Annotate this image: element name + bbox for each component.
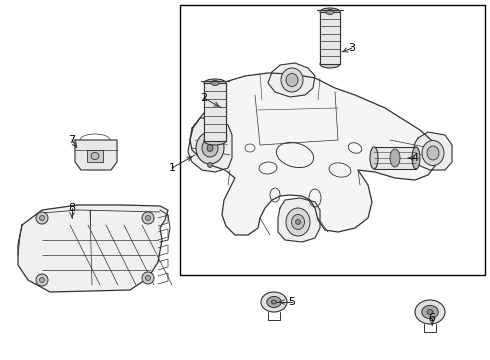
Ellipse shape — [427, 310, 433, 314]
Ellipse shape — [261, 292, 287, 312]
Ellipse shape — [295, 220, 300, 225]
Ellipse shape — [286, 208, 310, 236]
Ellipse shape — [271, 300, 276, 304]
Bar — [204, 83, 226, 141]
Ellipse shape — [390, 149, 400, 167]
Ellipse shape — [142, 212, 154, 224]
Ellipse shape — [40, 216, 45, 220]
Polygon shape — [278, 198, 320, 242]
Ellipse shape — [91, 153, 99, 159]
Ellipse shape — [422, 305, 438, 319]
Polygon shape — [188, 118, 232, 172]
Text: 7: 7 — [69, 135, 75, 145]
Polygon shape — [190, 73, 440, 235]
Text: 4: 4 — [412, 153, 418, 163]
Polygon shape — [268, 63, 315, 97]
Ellipse shape — [207, 144, 213, 152]
Ellipse shape — [146, 275, 150, 280]
Text: 3: 3 — [348, 43, 356, 53]
Bar — [374, 147, 416, 169]
Bar — [320, 12, 340, 64]
Ellipse shape — [427, 146, 439, 160]
Ellipse shape — [202, 139, 218, 157]
Bar — [180, 5, 485, 275]
Ellipse shape — [142, 272, 154, 284]
Ellipse shape — [320, 8, 340, 16]
Polygon shape — [75, 140, 117, 170]
Ellipse shape — [211, 81, 219, 85]
Polygon shape — [412, 132, 452, 170]
Ellipse shape — [281, 68, 303, 92]
Ellipse shape — [207, 162, 213, 167]
Ellipse shape — [292, 215, 304, 230]
Ellipse shape — [196, 132, 224, 164]
Ellipse shape — [320, 60, 340, 68]
Ellipse shape — [36, 274, 48, 286]
Ellipse shape — [415, 300, 445, 324]
Ellipse shape — [207, 130, 213, 135]
Ellipse shape — [370, 147, 378, 169]
Ellipse shape — [326, 9, 334, 14]
Text: 6: 6 — [428, 313, 436, 323]
Ellipse shape — [146, 216, 150, 220]
Text: 8: 8 — [69, 203, 75, 213]
Ellipse shape — [204, 137, 226, 145]
Ellipse shape — [267, 297, 281, 307]
Ellipse shape — [40, 278, 45, 283]
Ellipse shape — [412, 147, 420, 169]
Ellipse shape — [36, 212, 48, 224]
Polygon shape — [18, 205, 168, 292]
Text: 1: 1 — [169, 163, 175, 173]
Text: 2: 2 — [200, 93, 208, 103]
Ellipse shape — [286, 73, 298, 86]
Ellipse shape — [422, 140, 444, 166]
Ellipse shape — [204, 79, 226, 87]
Text: 5: 5 — [289, 297, 295, 307]
Bar — [87, 150, 103, 162]
